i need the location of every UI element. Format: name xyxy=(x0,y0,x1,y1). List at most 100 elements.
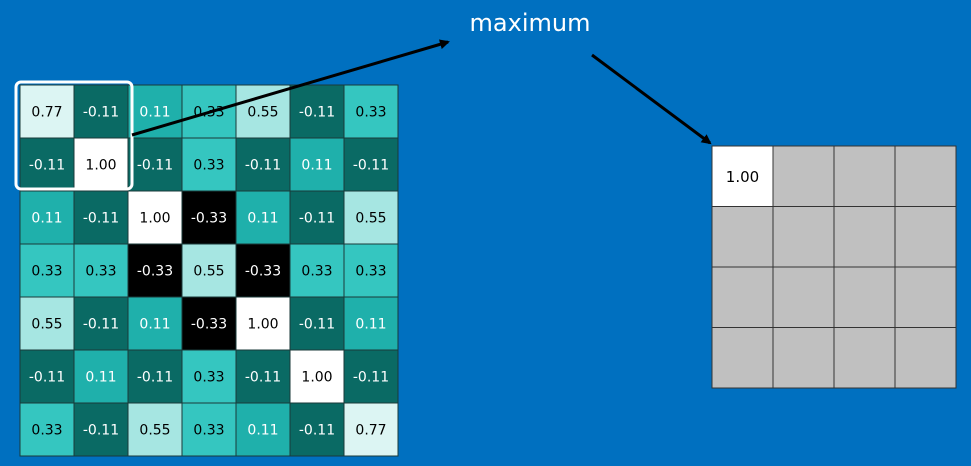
output-cell xyxy=(711,206,774,268)
output-cell xyxy=(772,206,835,268)
grid-cell xyxy=(73,137,129,192)
cell-value: -0.11 xyxy=(29,370,65,386)
grid-cell xyxy=(289,402,345,457)
cell-value: 0.33 xyxy=(31,423,62,439)
grid-cell xyxy=(73,402,129,457)
output-cell xyxy=(772,145,835,207)
grid-cell xyxy=(19,137,75,192)
cell-value: -0.11 xyxy=(353,370,389,386)
output-cell xyxy=(772,327,835,389)
grid-cell xyxy=(181,402,237,457)
cell-value: 0.11 xyxy=(139,317,170,333)
grid-cell xyxy=(343,243,399,298)
cell-value: 0.55 xyxy=(247,105,278,121)
output-cell xyxy=(772,266,835,328)
cell-value: -0.11 xyxy=(353,158,389,174)
grid-cell xyxy=(19,402,75,457)
grid-cell xyxy=(343,190,399,245)
cell-value: -0.33 xyxy=(191,317,227,333)
grid-cell xyxy=(343,402,399,457)
cell-value: -0.11 xyxy=(137,158,173,174)
cell-value: 0.11 xyxy=(355,317,386,333)
output-cell xyxy=(711,327,774,389)
cell-value: 1.00 xyxy=(139,211,170,227)
cell-value: 0.11 xyxy=(247,423,278,439)
cell-value: 0.33 xyxy=(355,264,386,280)
cell-value: 0.77 xyxy=(355,423,386,439)
cell-value: -0.33 xyxy=(137,264,173,280)
cell-value: -0.11 xyxy=(29,158,65,174)
cell-value: -0.33 xyxy=(245,264,281,280)
grid-cell xyxy=(235,190,291,245)
cell-value: 0.11 xyxy=(85,370,116,386)
cell-value: 1.00 xyxy=(85,158,116,174)
grid-cell xyxy=(19,84,75,139)
output-cell xyxy=(894,327,957,389)
output-cell xyxy=(711,145,774,207)
grid-cell xyxy=(289,296,345,351)
output-cell xyxy=(711,266,774,328)
output-cell xyxy=(894,266,957,328)
grid-cell xyxy=(127,243,183,298)
cell-value: 0.33 xyxy=(85,264,116,280)
output-cell xyxy=(833,266,896,328)
pool-window xyxy=(14,80,134,191)
grid-cell xyxy=(343,137,399,192)
grid-cell xyxy=(235,84,291,139)
grid-cell xyxy=(181,190,237,245)
cell-value: 0.77 xyxy=(31,105,62,121)
cell-value: 0.55 xyxy=(31,317,62,333)
cell-value: 0.33 xyxy=(31,264,62,280)
cell-value: 0.55 xyxy=(193,264,224,280)
cell-value: -0.11 xyxy=(245,158,281,174)
grid-cell xyxy=(181,137,237,192)
grid-cell xyxy=(343,296,399,351)
cell-value: 0.33 xyxy=(355,105,386,121)
grid-cell xyxy=(127,84,183,139)
cell-value: -0.11 xyxy=(83,105,119,121)
grid-cell xyxy=(289,84,345,139)
cell-value: 0.33 xyxy=(193,158,224,174)
cell-value: 0.11 xyxy=(139,105,170,121)
grid-cell xyxy=(73,349,129,404)
grid-cell xyxy=(127,349,183,404)
cell-value: 0.33 xyxy=(301,264,332,280)
grid-cell xyxy=(19,296,75,351)
grid-cell xyxy=(181,296,237,351)
grid-cell xyxy=(19,243,75,298)
cell-value: -0.11 xyxy=(299,423,335,439)
grid-cell xyxy=(343,349,399,404)
grid-cell xyxy=(181,243,237,298)
cell-value: -0.11 xyxy=(83,423,119,439)
arrow xyxy=(131,39,450,137)
output-cell xyxy=(894,145,957,207)
grid-cell xyxy=(235,402,291,457)
grid-cell xyxy=(235,296,291,351)
grid-cell xyxy=(289,243,345,298)
cell-value: 1.00 xyxy=(247,317,278,333)
output-cell xyxy=(833,327,896,389)
grid-cell xyxy=(19,190,75,245)
cell-value: -0.11 xyxy=(83,211,119,227)
grid-cell xyxy=(343,84,399,139)
cell-value: -0.11 xyxy=(299,105,335,121)
grid-cell xyxy=(73,84,129,139)
output-cell xyxy=(894,206,957,268)
cell-value: -0.11 xyxy=(299,317,335,333)
cell-value: 0.11 xyxy=(301,158,332,174)
grid-cell xyxy=(127,296,183,351)
grid-cell xyxy=(181,349,237,404)
cell-value: -0.11 xyxy=(245,370,281,386)
cell-value: 0.33 xyxy=(193,423,224,439)
output-value: 1.00 xyxy=(726,168,759,186)
cell-value: -0.11 xyxy=(137,370,173,386)
grid-cell xyxy=(289,349,345,404)
cell-value: 0.11 xyxy=(247,211,278,227)
grid-cell xyxy=(289,137,345,192)
output-cell xyxy=(833,206,896,268)
cell-value: -0.33 xyxy=(191,211,227,227)
cell-value: 0.55 xyxy=(355,211,386,227)
cell-value: -0.11 xyxy=(83,317,119,333)
